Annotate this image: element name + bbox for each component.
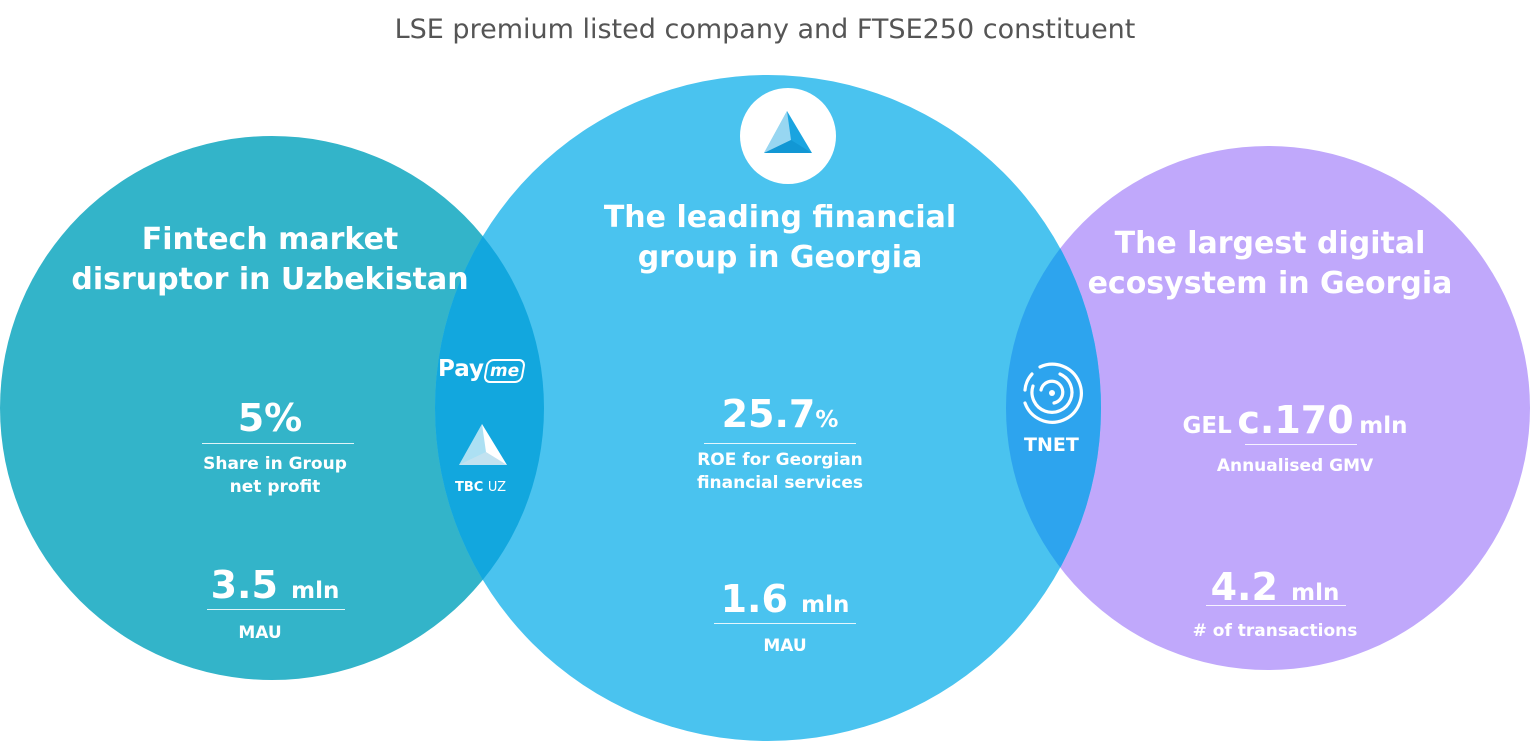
page-title: LSE premium listed company and FTSE250 c… xyxy=(394,14,1136,45)
left-stat2-label: MAU xyxy=(238,623,282,643)
right-stat1-value: c.170 xyxy=(1237,398,1354,442)
center-stat1-divider xyxy=(704,443,856,444)
right-stat1-prefix: GEL xyxy=(1182,413,1232,439)
center-stat1: 25.7% xyxy=(680,392,880,442)
right-stat2-unit: mln xyxy=(1291,580,1340,606)
right-heading-line2: ecosystem in Georgia xyxy=(1087,266,1453,301)
right-stat1: GEL c.170 mln xyxy=(1160,398,1430,442)
right-stat1-label: Annualised GMV xyxy=(1216,456,1374,476)
center-stat2-unit: mln xyxy=(801,592,850,618)
center-stat1-label-line2: financial services xyxy=(696,473,864,493)
center-stat1-label: ROE for Georgian financial services xyxy=(660,449,900,495)
left-stat2: 3.5 mln xyxy=(150,563,400,613)
left-heading-line1: Fintech market xyxy=(141,222,399,257)
center-heading-line1: The leading financial xyxy=(603,200,957,235)
left-heading-line2: disruptor in Uzbekistan xyxy=(71,262,469,297)
right-heading-line1: The largest digital xyxy=(1114,226,1426,261)
tbc-uz-label: TBC UZ xyxy=(455,480,506,495)
right-stat2: 4.2 mln xyxy=(1150,565,1400,615)
right-heading: The largest digital ecosystem in Georgia xyxy=(1035,224,1505,304)
center-stat1-value: 25.7 xyxy=(721,392,816,436)
tbc-uz-logo-icon xyxy=(459,424,507,465)
payme-logo-part2: me xyxy=(482,359,527,383)
left-heading: Fintech market disruptor in Uzbekistan xyxy=(30,220,510,300)
center-stat1-unit: % xyxy=(815,407,839,433)
left-stat1-value: 5% xyxy=(237,396,303,440)
left-stat1-label: Share in Group net profit xyxy=(155,453,395,499)
right-stat1-unit: mln xyxy=(1359,413,1408,439)
tbc-triangle-logo-icon xyxy=(764,111,812,153)
left-stat1-divider xyxy=(202,443,354,444)
left-stat2-unit: mln xyxy=(291,578,340,604)
right-stat2-divider xyxy=(1206,605,1346,606)
tnet-concentric-circles-icon xyxy=(1023,362,1083,424)
left-stat2-divider xyxy=(207,609,345,610)
center-heading: The leading financial group in Georgia xyxy=(530,198,1030,278)
left-stat1-label-line1: Share in Group xyxy=(203,454,347,474)
center-stat2-value: 1.6 xyxy=(720,577,788,621)
right-stat2-label: # of transactions xyxy=(1192,621,1358,641)
center-stat2-divider xyxy=(714,623,856,624)
right-stat2-value: 4.2 xyxy=(1210,565,1278,609)
center-stat2: 1.6 mln xyxy=(660,577,910,627)
left-stat2-value: 3.5 xyxy=(210,563,278,607)
tbc-uz-label-bold: TBC xyxy=(455,480,484,495)
center-circle xyxy=(435,75,1101,741)
right-stat1-divider xyxy=(1245,444,1357,445)
payme-logo: Pay me xyxy=(438,356,527,383)
tbc-uz-label-light: UZ xyxy=(487,480,507,495)
center-stat1-label-line1: ROE for Georgian xyxy=(697,450,863,470)
center-heading-line2: group in Georgia xyxy=(637,240,923,275)
payme-logo-part1: Pay xyxy=(438,356,485,382)
left-stat1-label-line2: net profit xyxy=(229,477,321,497)
tnet-label: TNET xyxy=(1024,434,1079,456)
center-stat2-label: MAU xyxy=(763,636,807,656)
right-circle xyxy=(1006,146,1530,670)
left-circle xyxy=(0,136,544,680)
